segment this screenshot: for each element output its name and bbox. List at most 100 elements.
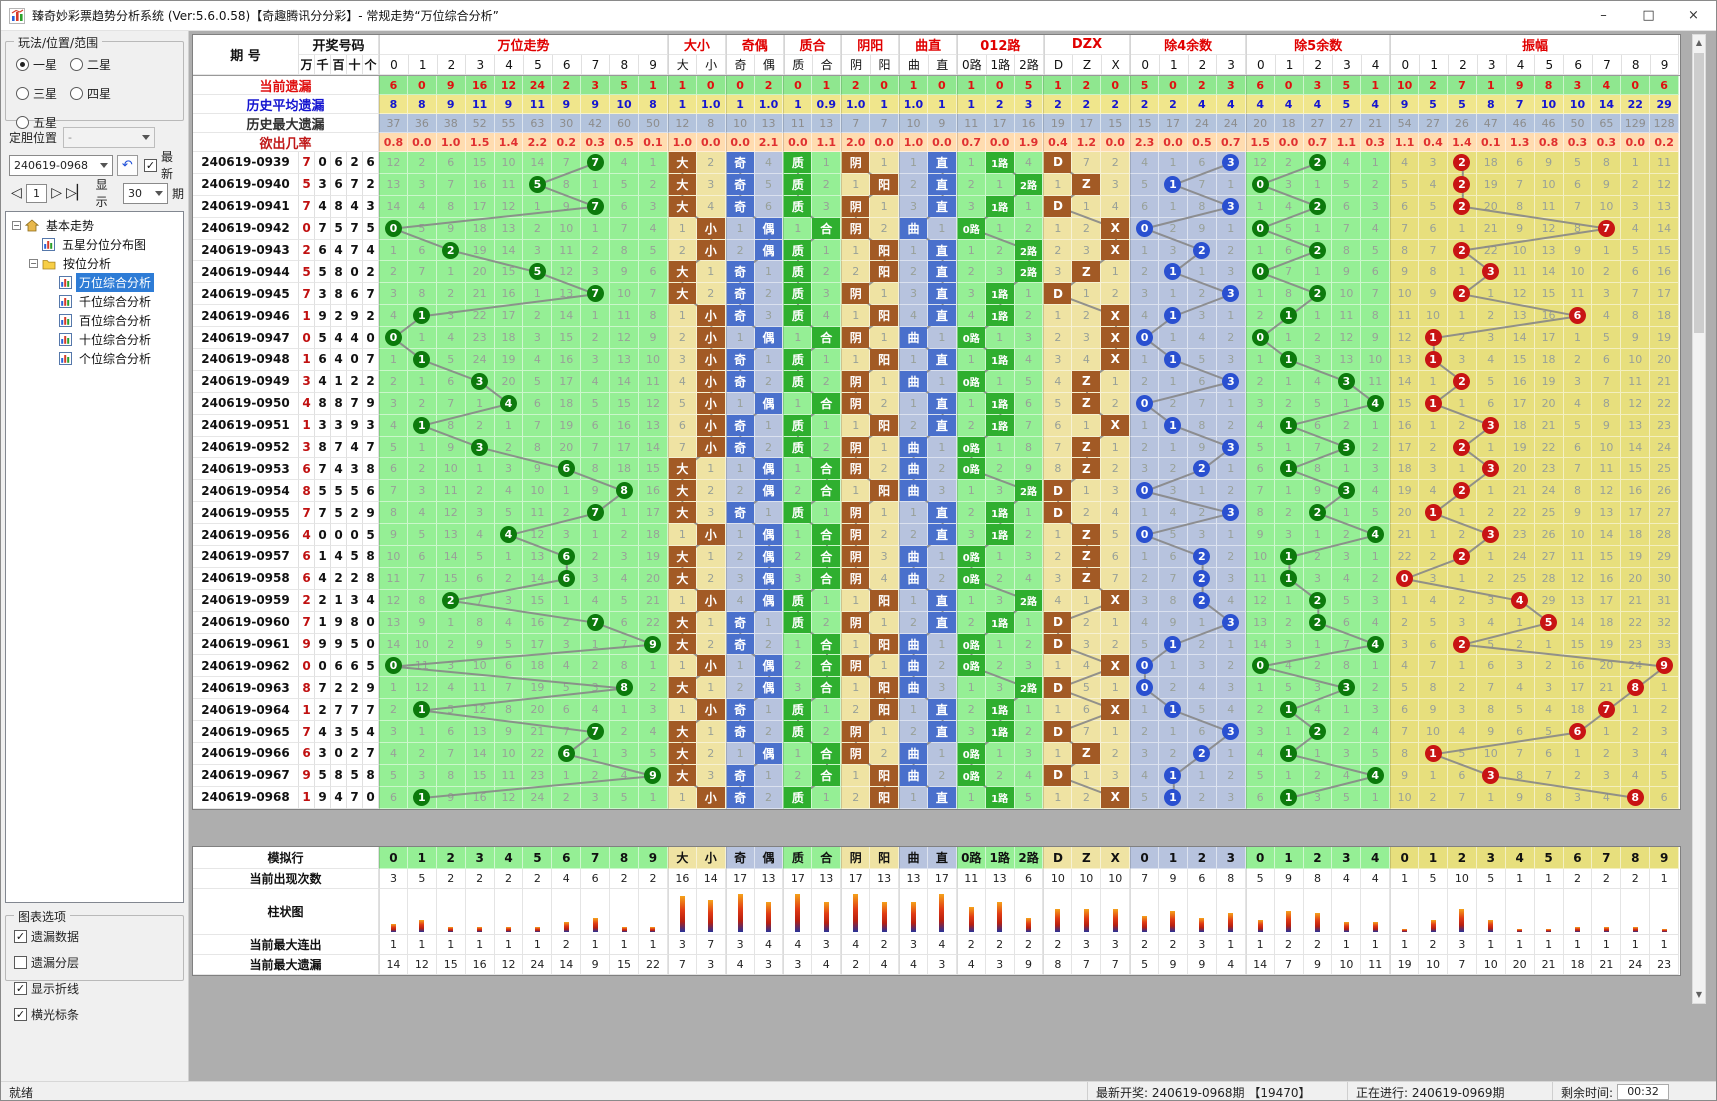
drawn-number-marker: 2: [1308, 591, 1326, 609]
grid-cell: 1: [407, 370, 437, 393]
vertical-scrollbar[interactable]: ▲ ▼: [1692, 34, 1706, 1004]
radio-star-4[interactable]: 四星: [70, 85, 124, 102]
tree-item-十位综合分析[interactable]: 十位综合分析: [6, 330, 183, 349]
tree-expander-icon[interactable]: −: [29, 259, 38, 268]
grid-cell: 2: [1245, 305, 1275, 328]
stat-cell: 9: [581, 95, 611, 114]
scroll-up-arrow[interactable]: ▲: [1695, 38, 1703, 47]
miss-count: 2: [1313, 549, 1321, 563]
stat-cell: 50: [1563, 114, 1593, 133]
tree-item-五星分位分布图[interactable]: 五星分位分布图: [6, 235, 183, 254]
tree-item-万位综合分析[interactable]: 万位综合分析: [6, 273, 183, 292]
grid-cell: 3: [812, 195, 842, 218]
grid-cell: 8: [436, 764, 466, 787]
show-count-select[interactable]: 30: [122, 182, 168, 204]
grid-cell: 4: [494, 392, 524, 415]
miss-count: 18: [1599, 615, 1614, 629]
radio-star-2[interactable]: 二星: [70, 56, 124, 73]
tree-expander-icon[interactable]: −: [12, 221, 21, 230]
first-page-button[interactable]: ◁: [11, 185, 22, 201]
period-select[interactable]: 240619-0968: [9, 154, 113, 176]
draw-digit-cell: 8: [331, 261, 347, 284]
category-marker: 0路: [957, 567, 985, 589]
option-checkbox[interactable]: ✓: [14, 1008, 27, 1021]
minimize-button[interactable]: –: [1600, 8, 1607, 23]
miss-count: 18: [559, 396, 574, 410]
summary-cell: 2: [956, 935, 986, 955]
grid-cell: 6: [1014, 392, 1044, 415]
grid-cell: 11: [494, 764, 524, 787]
option-checkbox[interactable]: ✓: [14, 930, 27, 943]
miss-count: 1: [794, 746, 802, 760]
radio-dot-icon: [16, 87, 29, 100]
last-page-button[interactable]: ▷▏: [66, 185, 88, 201]
grid-cell: 15: [639, 458, 668, 481]
resize-grip[interactable]: [1702, 1082, 1716, 1100]
option-遗漏分层[interactable]: 遗漏分层: [14, 954, 98, 971]
grid-cell: 1: [1447, 305, 1477, 328]
option-显示折线[interactable]: ✓ 显示折线: [14, 980, 98, 997]
histogram-bar: [448, 926, 454, 932]
group-header-block-dzx: DZX D Z X: [1043, 35, 1131, 75]
grid-cell: 1: [985, 743, 1015, 765]
miss-count: 1: [765, 352, 773, 366]
option-遗漏数据[interactable]: ✓ 遗漏数据: [14, 928, 98, 945]
miss-count: 10: [1570, 265, 1585, 279]
category-marker: 阳: [870, 349, 899, 370]
undo-button[interactable]: ↶: [116, 154, 139, 176]
drawn-number-marker: 2: [1308, 723, 1326, 741]
grid-cell: 1: [956, 349, 986, 371]
grid-cell: 1: [1650, 677, 1680, 700]
grid-cell: 1: [552, 589, 582, 612]
stat-cell: 10: [1390, 76, 1420, 95]
latest-checkbox[interactable]: ✓: [144, 158, 158, 172]
maximize-button[interactable]: □: [1642, 8, 1655, 23]
miss-count: 1: [1342, 506, 1350, 520]
latest-checkbox-item[interactable]: ✓ 最新: [144, 148, 184, 182]
tree-item-基本走势[interactable]: − 基本走势: [6, 216, 183, 235]
radio-star-5[interactable]: 五星: [16, 114, 70, 131]
draw-digit-cell: 7: [331, 436, 347, 459]
next-page-button[interactable]: ▷: [51, 185, 63, 201]
miss-count: 6: [562, 703, 570, 717]
grid-cell: 1: [667, 786, 697, 809]
dingdan-select[interactable]: -: [63, 126, 156, 148]
miss-count: 1: [996, 440, 1004, 454]
close-button[interactable]: ×: [1688, 8, 1699, 23]
option-横光标条[interactable]: ✓ 横光标条: [14, 1006, 98, 1023]
page-number-input[interactable]: 1: [25, 183, 48, 203]
miss-count: 3: [1631, 199, 1639, 213]
summary-cell: 2: [1014, 935, 1044, 955]
grid-cell: 1: [1274, 458, 1304, 481]
grid-cell: 合: [812, 217, 842, 240]
grid-cell: 10: [1592, 436, 1622, 459]
miss-count: 11: [1253, 571, 1268, 585]
miss-count: 9: [1516, 790, 1524, 804]
grid-cell: 1: [841, 414, 871, 437]
drawn-number-marker: 6: [557, 744, 575, 762]
drawn-number-marker: 8: [1626, 679, 1644, 697]
option-checkbox[interactable]: [14, 956, 27, 969]
radio-star-1[interactable]: 一星: [16, 56, 70, 73]
grid-cell: 1: [1419, 327, 1448, 350]
grid-cell: 质: [783, 349, 813, 371]
grid-cell: 13: [436, 524, 466, 547]
radio-star-3[interactable]: 三星: [16, 85, 70, 102]
miss-count: 1: [1169, 440, 1177, 454]
grid-cell: 11: [1332, 305, 1362, 328]
grid-cell: 8: [1563, 480, 1593, 503]
scrollbar-thumb[interactable]: [1694, 53, 1704, 333]
miss-count: 2: [1573, 768, 1581, 782]
scroll-down-arrow[interactable]: ▼: [1695, 990, 1703, 999]
option-checkbox[interactable]: ✓: [14, 982, 27, 995]
tree-item-按位分析[interactable]: − 按位分析: [6, 254, 183, 273]
stat-cell: 9: [1390, 95, 1420, 114]
tree-item-个位综合分析[interactable]: 个位综合分析: [6, 349, 183, 368]
grid-cell: 7: [1101, 567, 1131, 590]
summary-cell: [581, 889, 611, 935]
category-marker: 偶: [754, 655, 783, 677]
tree-item-百位综合分析[interactable]: 百位综合分析: [6, 311, 183, 330]
grid-cell: 3: [1014, 327, 1044, 350]
tree-item-千位综合分析[interactable]: 千位综合分析: [6, 292, 183, 311]
period-cell: 240619-0949: [193, 370, 299, 393]
